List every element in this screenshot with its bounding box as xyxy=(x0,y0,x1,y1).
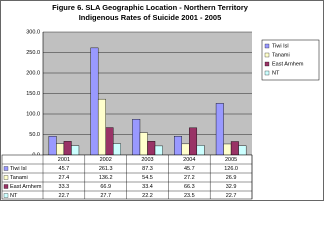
table-row-label: Tanami xyxy=(10,175,28,181)
legend-label: Tanami xyxy=(272,52,290,58)
table-swatch xyxy=(3,184,9,189)
table-value: 45.7 xyxy=(59,166,70,172)
bar xyxy=(97,98,106,156)
bar xyxy=(154,145,163,156)
data-table xyxy=(1,154,253,200)
table-value: 22.7 xyxy=(226,193,237,199)
y-tick-label: 100.0 xyxy=(26,111,40,117)
bar xyxy=(56,143,65,156)
table-row-label: East Arnhem xyxy=(10,184,42,190)
legend-label: East Arnhem xyxy=(272,61,304,67)
table-value: 66.3 xyxy=(184,184,195,190)
bar xyxy=(215,103,224,156)
y-tick-label: 150.0 xyxy=(26,91,40,97)
chart-title: Figure 6. SLA Geographic Location - Nort… xyxy=(52,3,249,12)
table-value: 136.2 xyxy=(99,175,113,181)
table-swatch xyxy=(3,166,9,171)
bar xyxy=(139,132,148,156)
table-row-label: Tiwi Isl xyxy=(10,166,27,172)
x-tick-label: 2004 xyxy=(183,157,195,163)
bar xyxy=(105,127,114,156)
legend-swatch xyxy=(264,52,270,58)
table-value: 54.5 xyxy=(142,175,153,181)
bar xyxy=(230,141,239,156)
legend-swatch xyxy=(264,43,270,49)
y-tick-label: 250.0 xyxy=(26,50,40,56)
x-tick-label: 2003 xyxy=(141,157,153,163)
x-tick-label: 2001 xyxy=(58,157,70,163)
bar xyxy=(223,143,232,156)
bar xyxy=(196,145,205,156)
table-value: 26.9 xyxy=(226,175,237,181)
bar xyxy=(181,143,190,156)
bar xyxy=(48,136,57,156)
legend-swatch xyxy=(264,70,270,76)
y-tick-label: 200.0 xyxy=(26,70,40,76)
chart-title: Indigenous Rates of Suicide 2001 - 2005 xyxy=(79,13,222,22)
table-value: 33.4 xyxy=(142,184,153,190)
table-value: 23.5 xyxy=(184,193,195,199)
table-value: 22.2 xyxy=(142,193,153,199)
bar xyxy=(71,145,80,156)
legend-swatch xyxy=(264,61,270,67)
table-value: 261.3 xyxy=(99,166,113,172)
x-tick-label: 2005 xyxy=(225,157,237,163)
table-value: 27.2 xyxy=(184,175,195,181)
table-row-label: NT xyxy=(10,193,18,199)
table-value: 66.9 xyxy=(100,184,111,190)
table-value: 27.7 xyxy=(100,193,111,199)
legend-label: Tiwi Isl xyxy=(272,43,289,49)
table-value: 87.3 xyxy=(142,166,153,172)
bar xyxy=(174,136,182,156)
y-tick-label: 50.0 xyxy=(29,132,40,138)
table-value: 33.3 xyxy=(59,184,70,190)
table-swatch xyxy=(3,175,9,180)
table-value: 22.7 xyxy=(59,193,70,199)
legend-label: NT xyxy=(272,70,280,76)
bar xyxy=(238,145,247,156)
bar xyxy=(132,119,141,156)
legend-box xyxy=(261,39,320,81)
chart: Figure 6. SLA Geographic Location - Nort… xyxy=(0,0,324,201)
bar xyxy=(90,47,99,156)
bar xyxy=(189,127,198,156)
table-value: 32.9 xyxy=(226,184,237,190)
table-value: 27.4 xyxy=(59,175,70,181)
table-swatch xyxy=(3,193,9,198)
bar xyxy=(147,141,156,156)
table-value: 126.0 xyxy=(224,166,238,172)
y-tick-label: 300.0 xyxy=(26,29,40,35)
bar xyxy=(113,143,121,156)
bar xyxy=(63,141,72,156)
x-tick-label: 2002 xyxy=(100,157,112,163)
table-value: 45.7 xyxy=(184,166,195,172)
